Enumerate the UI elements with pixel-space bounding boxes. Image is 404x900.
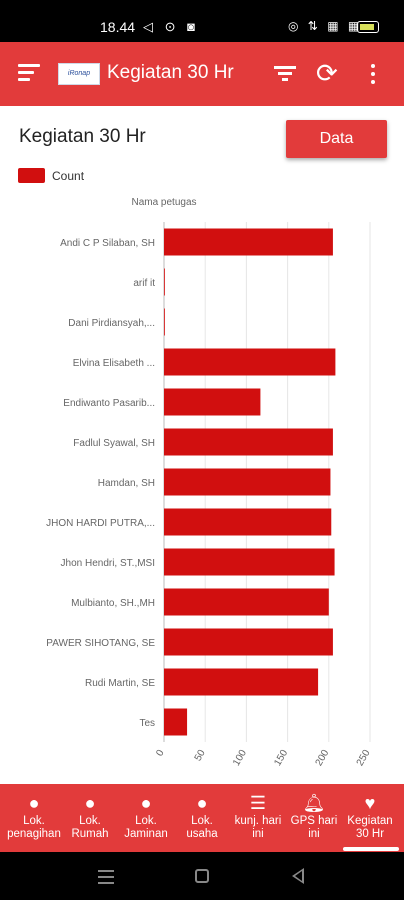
system-navigation-bar <box>0 852 404 900</box>
nav-item-2[interactable]: ● Lok. Jaminan <box>118 784 174 852</box>
nav-item-4[interactable]: ☰ kunj. hari ini <box>230 784 286 852</box>
x-tick-label: 0 <box>154 748 167 759</box>
menu-icon[interactable] <box>18 64 40 82</box>
nav-label-line2: ini <box>252 828 264 840</box>
nav-item-3[interactable]: ● Lok. usaha <box>174 784 230 852</box>
bar[interactable] <box>164 668 319 696</box>
x-tick-label: 50 <box>193 748 208 764</box>
home-icon[interactable] <box>195 869 209 883</box>
bar[interactable] <box>164 628 333 656</box>
battery-icon <box>357 21 379 33</box>
app-logo: iRonap <box>58 63 100 85</box>
nav-label-line1: GPS hari <box>290 815 338 827</box>
app-bar: iRonap Kegiatan 30 Hr ⟳ <box>0 42 404 106</box>
bar[interactable] <box>164 708 188 736</box>
category-label: Hamdan, SH <box>98 478 155 489</box>
x-tick-label: 150 <box>272 748 290 768</box>
category-label: Jhon Hendri, ST.,MSI <box>61 558 155 569</box>
bar[interactable] <box>164 388 261 416</box>
filter-icon[interactable] <box>274 66 296 82</box>
category-label: JHON HARDI PUTRA,... <box>46 518 155 529</box>
bottom-navigation: ● Lok. penagihan ● Lok. Rumah ● Lok. Jaminan ● Lok… <box>0 784 404 852</box>
category-label: Tes <box>139 718 155 729</box>
bar[interactable] <box>164 468 331 496</box>
nav-label-line1: Lok. <box>23 815 45 827</box>
bar[interactable] <box>164 348 336 376</box>
app-title: Kegiatan 30 Hr <box>107 62 234 83</box>
location-pin-icon: ● <box>28 793 40 813</box>
heart-icon: ♥ <box>364 793 376 813</box>
notification-icons: ◁ ⊙ ◙ <box>143 19 199 34</box>
status-time: 18.44 <box>100 19 136 35</box>
x-tick-label: 200 <box>314 748 332 768</box>
nav-item-5[interactable]: 🔔︎ GPS hari ini <box>286 784 342 852</box>
category-label: Rudi Martin, SE <box>85 678 155 689</box>
category-label: Dani Pirdiansyah,... <box>68 318 155 329</box>
x-tick-label: 250 <box>355 748 373 768</box>
more-vert-icon[interactable] <box>369 64 377 84</box>
bar[interactable] <box>164 228 333 256</box>
nav-label-line2: 30 Hr <box>355 828 385 840</box>
category-label: Mulbianto, SH.,MH <box>71 598 155 609</box>
legend-swatch <box>18 168 45 183</box>
location-pin-icon: ● <box>84 793 96 813</box>
list-icon: ☰ <box>249 793 267 813</box>
legend-label: Count <box>52 169 85 183</box>
bar[interactable] <box>164 428 333 456</box>
bar[interactable] <box>164 308 165 336</box>
nav-label-line1: Lok. <box>135 815 157 827</box>
bar[interactable] <box>164 508 332 536</box>
category-label: arif it <box>133 278 155 289</box>
status-bar: 18.44 ◁ ⊙ ◙ ◎ ⇅ ▦ ▦ <box>0 0 404 42</box>
nav-label-line2: ini <box>308 828 320 840</box>
category-label: Elvina Elisabeth ... <box>73 358 155 369</box>
nav-label-line2: Rumah <box>71 828 109 840</box>
location-pin-icon: ● <box>196 793 208 813</box>
page-title: Kegiatan 30 Hr <box>19 126 146 147</box>
active-tab-indicator <box>343 847 399 851</box>
bar-chart: Nama petugas Andi C P Silaban, SH arif it… <box>46 197 373 768</box>
signal-icons: ◎ ⇅ ▦ ▦ <box>288 19 363 33</box>
bar[interactable] <box>164 548 335 576</box>
category-label: Andi C P Silaban, SH <box>60 238 155 249</box>
y-axis-title: Nama petugas <box>131 197 196 208</box>
category-label: Endiwanto Pasarib... <box>63 398 155 409</box>
category-label: Fadlul Syawal, SH <box>73 438 155 449</box>
nav-label-line1: Kegiatan <box>347 815 393 827</box>
nav-item-6[interactable]: ♥ Kegiatan 30 Hr <box>342 784 398 852</box>
nav-label-line1: Lok. <box>79 815 101 827</box>
x-tick-label: 100 <box>231 748 249 768</box>
nav-label-line1: kunj. hari <box>234 815 282 827</box>
nav-item-1[interactable]: ● Lok. Rumah <box>62 784 118 852</box>
back-icon[interactable] <box>292 868 304 884</box>
bar[interactable] <box>164 588 329 616</box>
location-pin-icon: ● <box>140 793 152 813</box>
nav-label-line1: Lok. <box>191 815 213 827</box>
bar[interactable] <box>164 268 165 296</box>
refresh-icon[interactable]: ⟳ <box>316 58 338 88</box>
nav-label-line2: penagihan <box>7 828 61 840</box>
bell-icon: 🔔︎ <box>302 793 326 813</box>
recent-apps-icon[interactable] <box>98 870 114 884</box>
category-label: PAWER SIHOTANG, SE <box>46 638 155 649</box>
nav-label-line2: usaha <box>186 828 218 840</box>
data-button[interactable]: Data <box>286 120 387 158</box>
nav-item-0[interactable]: ● Lok. penagihan <box>6 784 62 852</box>
nav-label-line2: Jaminan <box>124 828 168 840</box>
